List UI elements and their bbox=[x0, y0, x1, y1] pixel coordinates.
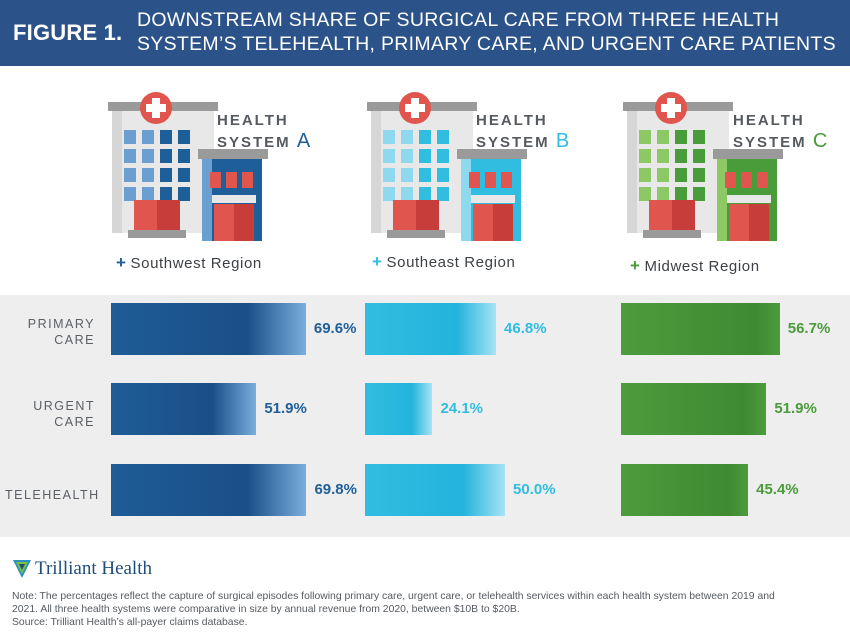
bar-b-primary-care bbox=[365, 303, 497, 355]
hospital-c-icon bbox=[623, 92, 783, 241]
hospital-a-icon bbox=[108, 92, 268, 241]
system-letter-b: B bbox=[555, 130, 570, 152]
value-label: 24.1% bbox=[440, 400, 484, 417]
title-line-2: SYSTEM’S TELEHEALTH, PRIMARY CARE, AND U… bbox=[137, 33, 836, 55]
region-b: + Southeast Region bbox=[372, 252, 516, 271]
row-label-telehealth: TELEHEALTH bbox=[5, 488, 100, 502]
logo-text: Trilliant Health bbox=[35, 558, 152, 579]
bar-a-urgent-care bbox=[111, 383, 257, 435]
figure-label: FIGURE 1. bbox=[13, 20, 123, 45]
footnote: Note: The percentages reflect the captur… bbox=[12, 591, 775, 628]
row-label-urgent-care: URGENT CARE bbox=[33, 399, 95, 429]
plus-icon: + bbox=[116, 253, 127, 272]
bar-b-telehealth bbox=[365, 464, 505, 516]
value-label: 45.4% bbox=[756, 481, 799, 498]
title-line-1: DOWNSTREAM SHARE OF SURGICAL CARE FROM T… bbox=[137, 9, 780, 31]
bar-a-primary-care bbox=[111, 303, 306, 355]
figure-title: DOWNSTREAM SHARE OF SURGICAL CARE FROM T… bbox=[137, 8, 837, 56]
bar-c-telehealth bbox=[621, 464, 749, 516]
figure-header: FIGURE 1. DOWNSTREAM SHARE OF SURGICAL C… bbox=[0, 0, 850, 66]
value-label: 56.7% bbox=[787, 320, 831, 337]
region-a: + Southwest Region bbox=[116, 253, 262, 272]
plus-icon: + bbox=[372, 252, 383, 271]
health-system-a-label: HEALTH SYSTEM A bbox=[217, 112, 311, 152]
value-label: 50.0% bbox=[513, 481, 556, 498]
trilliant-logo: Trilliant Health bbox=[12, 558, 152, 580]
system-letter-c: C bbox=[812, 130, 828, 152]
hospital-b-icon bbox=[367, 92, 527, 241]
health-system-c-label: HEALTH SYSTEM C bbox=[733, 112, 828, 152]
value-label: 69.6% bbox=[313, 320, 357, 337]
bar-b-urgent-care bbox=[365, 383, 433, 435]
value-label: 69.8% bbox=[314, 481, 357, 498]
bar-a-telehealth bbox=[111, 464, 307, 516]
value-label: 46.8% bbox=[504, 320, 547, 337]
trilliant-logo-icon bbox=[13, 560, 31, 578]
health-system-b-label: HEALTH SYSTEM B bbox=[476, 112, 570, 152]
plus-icon: + bbox=[630, 256, 641, 275]
value-label: 51.9% bbox=[264, 400, 307, 417]
value-label: 51.9% bbox=[774, 400, 817, 417]
bar-c-urgent-care bbox=[621, 383, 767, 435]
bar-c-primary-care bbox=[621, 303, 780, 355]
region-c: + Midwest Region bbox=[630, 256, 760, 275]
system-letter-a: A bbox=[296, 130, 311, 152]
row-label-primary-care: PRIMARY CARE bbox=[27, 317, 95, 347]
